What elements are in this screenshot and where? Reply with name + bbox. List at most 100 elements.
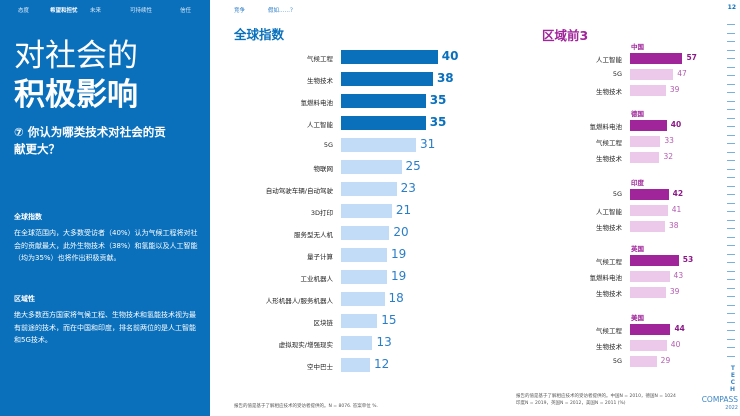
section-heading-global: 全球指数 [14, 213, 42, 221]
bar-value: 35 [429, 93, 447, 107]
bar-value: 40 [441, 49, 459, 63]
region-name: 中国 [631, 43, 644, 51]
bar-label: 生物技术 [596, 224, 622, 232]
bar [341, 270, 387, 284]
nav-tab[interactable]: 信任 [180, 8, 192, 14]
page-title-line1: 对社会的 [14, 38, 138, 74]
scale-tick [727, 117, 735, 119]
scale-tick [727, 66, 735, 68]
bar-value: 33 [664, 136, 674, 145]
bar-value: 12 [374, 357, 390, 371]
bar-value: 20 [393, 225, 409, 239]
bar-label: 空中巴士 [307, 363, 333, 371]
global-chart-title: 全球指数 [234, 27, 285, 42]
scale-tick [727, 83, 735, 85]
regional-note-line2: 印度N = 2019，英国N = 2012，美国N = 2011 (%) [516, 401, 626, 406]
bar-value: 47 [677, 69, 687, 78]
scale-tick [727, 32, 735, 34]
bar-label: 5G [612, 70, 622, 78]
bar-value: 57 [686, 53, 697, 62]
nav-tab-what-if[interactable]: 假如……？ [268, 8, 296, 14]
bar [630, 120, 667, 131]
regional-chart-title: 区域前3 [542, 28, 589, 43]
bar-value: 25 [405, 159, 421, 173]
bar-label: 气候工程 [596, 327, 622, 335]
bar-value: 42 [672, 189, 684, 198]
scale-tick [727, 321, 735, 323]
scale-tick [727, 100, 735, 102]
bar [341, 182, 397, 196]
scale-tick [727, 143, 735, 144]
page-number: 12 [727, 4, 736, 11]
bar [630, 136, 661, 147]
region-name: 美国 [631, 314, 644, 322]
scale-tick [727, 151, 735, 153]
bar-value: 13 [376, 335, 392, 349]
bar [630, 287, 666, 298]
bar-label: 人形机器人/服务机器人 [265, 297, 333, 305]
scale-tick [727, 330, 735, 331]
section-text-global: 在全球范围内，大多数受访者（40%）认为气候工程将对社会的贡献最大，此外生物技术… [14, 229, 198, 262]
bar-label: 人工智能 [596, 208, 622, 216]
bar-label: 生物技术 [307, 77, 333, 85]
scale-tick [727, 219, 735, 221]
bar-label: 5G [612, 190, 622, 198]
bar-label: 生物技术 [596, 155, 622, 163]
scale-tick [727, 202, 735, 204]
scale-tick [727, 126, 735, 127]
bar-value: 38 [668, 221, 679, 230]
bar [341, 314, 378, 328]
bar [341, 292, 385, 306]
bar-label: 量子计算 [307, 253, 333, 261]
bar [630, 53, 683, 64]
bar-value: 32 [663, 152, 673, 161]
bar-label: 生物技术 [596, 88, 622, 96]
section-heading-regional: 区域性 [14, 295, 35, 303]
bar [630, 255, 679, 266]
scale-tick [727, 347, 735, 348]
bar-value: 29 [660, 356, 671, 365]
bar-value: 23 [400, 181, 416, 195]
scale-tick [727, 236, 735, 238]
scale-tick [727, 24, 735, 25]
bar [341, 248, 387, 262]
bar-label: 气候工程 [596, 258, 622, 266]
bar-value: 39 [669, 85, 680, 94]
scale-tick [727, 185, 735, 187]
nav-tab-competition[interactable]: 竞争 [234, 8, 246, 14]
bar-value: 15 [381, 313, 397, 327]
bar [630, 271, 670, 282]
nav-tab[interactable]: 希望和担忧 [50, 8, 78, 14]
bar [630, 85, 666, 96]
bar-label: 气候工程 [307, 55, 333, 63]
bar-label: 3D打印 [310, 209, 333, 217]
bar [630, 324, 671, 335]
bar [341, 358, 371, 372]
scale-tick [727, 287, 735, 289]
scale-tick [727, 58, 735, 59]
regional-note-line1: 报告的值是基于了解相应技术的受访者提供的。中国N = 2010，德国N = 10… [516, 394, 676, 399]
scale-tick [727, 296, 735, 297]
bar-label: 自动驾驶车辆/自动驾驶 [265, 187, 333, 195]
nav-tab[interactable]: 态度 [18, 8, 30, 14]
nav-tab[interactable]: 未来 [90, 8, 102, 14]
bar-value: 41 [671, 205, 682, 214]
scale-tick [727, 49, 735, 51]
bar [341, 72, 433, 86]
bar-value: 39 [669, 287, 680, 296]
nav-tab[interactable]: 可持续性 [130, 8, 153, 14]
bar-value: 40 [670, 120, 682, 129]
section-text-regional: 绝大多数西方国家将气候工程、生物技术和氢能技术视为最有前途的技术，而在中国和印度… [14, 311, 196, 344]
bar [341, 50, 438, 64]
bar-label: 生物技术 [596, 290, 622, 298]
bar-value: 18 [388, 291, 404, 305]
bar [341, 204, 392, 218]
scale-tick [727, 41, 735, 42]
bar-label: 服务型无人机 [294, 231, 333, 239]
scale-tick [727, 75, 735, 76]
scale-tick [727, 253, 735, 255]
scale-tick [727, 245, 735, 246]
bar [630, 152, 660, 163]
scale-tick [727, 338, 735, 340]
bar [341, 226, 390, 240]
